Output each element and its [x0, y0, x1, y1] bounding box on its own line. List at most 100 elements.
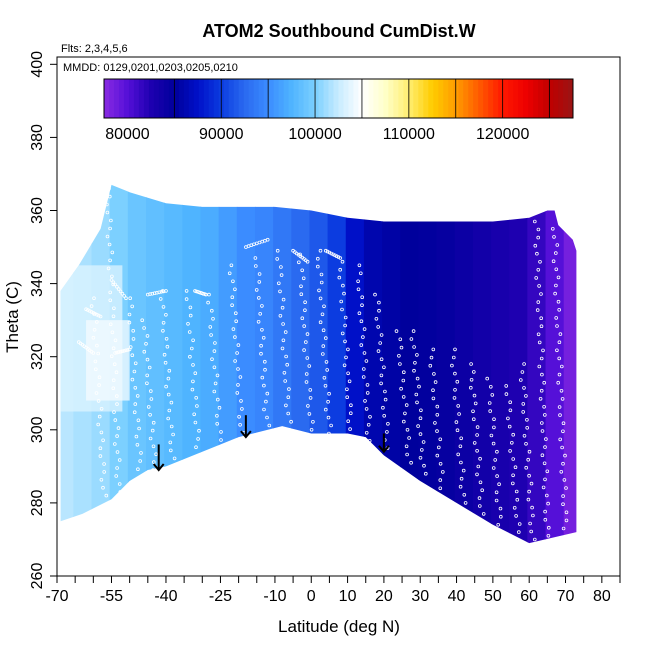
field-column — [164, 57, 183, 576]
x-tick-label: -25 — [209, 588, 232, 605]
colorbar-tick-label: 80000 — [105, 126, 150, 143]
colorbar-swatch — [418, 79, 423, 118]
x-tick-label: 40 — [448, 588, 466, 605]
profile-point — [152, 469, 155, 472]
x-tick-label: -10 — [263, 588, 286, 605]
colorbar-swatch — [109, 79, 114, 118]
colorbar-swatch — [503, 79, 508, 118]
profile-point — [197, 454, 200, 457]
colorbar-swatch — [104, 79, 109, 118]
y-tick-label: 320 — [29, 343, 46, 370]
colorbar-swatch — [209, 79, 214, 118]
colorbar-swatch — [319, 79, 324, 118]
colorbar-swatch — [234, 79, 239, 118]
colorbar-swatch — [144, 79, 149, 118]
y-tick-label: 300 — [29, 416, 46, 443]
colorbar-swatch — [229, 79, 234, 118]
colorbar-swatch — [214, 79, 219, 118]
colorbar-swatch — [558, 79, 563, 118]
field-column — [546, 57, 565, 576]
colorbar-swatch — [433, 79, 438, 118]
colorbar-swatch — [383, 79, 388, 118]
profile-point — [288, 428, 291, 431]
colorbar-swatch — [294, 79, 299, 118]
colorbar-swatch — [378, 79, 383, 118]
colorbar-swatch — [428, 79, 433, 118]
colorbar-swatch — [304, 79, 309, 118]
colorbar-swatch — [224, 79, 229, 118]
colorbar: 80000 90000 100000 110000 120000 — [104, 79, 574, 143]
colorbar-swatch — [473, 79, 478, 118]
colorbar-swatch — [543, 79, 548, 118]
colorbar-swatch — [523, 79, 528, 118]
colorbar-swatch — [353, 79, 358, 118]
dates-annotation: MMDD: 0129,0201,0203,0205,0210 — [63, 62, 238, 74]
colorbar-swatch — [244, 79, 249, 118]
colorbar-tick-label: 90000 — [199, 126, 244, 143]
profile-point — [265, 432, 268, 435]
x-tick-label: 60 — [520, 588, 538, 605]
colorbar-swatch — [164, 79, 169, 118]
y-tick-label: 380 — [29, 124, 46, 151]
colorbar-swatch — [314, 79, 319, 118]
chart-title: ATOM2 Southbound CumDist.W — [202, 21, 475, 41]
profile-point — [173, 465, 176, 468]
y-tick-label: 360 — [29, 197, 46, 224]
colorbar-swatch — [274, 79, 279, 118]
colorbar-swatch — [159, 79, 164, 118]
colorbar-swatch — [334, 79, 339, 118]
colorbar-swatch — [184, 79, 189, 118]
colorbar-swatch — [204, 79, 209, 118]
x-tick-label: 70 — [557, 588, 575, 605]
colorbar-swatch — [538, 79, 543, 118]
colorbar-swatch — [309, 79, 314, 118]
flights-annotation: Flts: 2,3,4,5,6 — [61, 43, 128, 55]
x-axis-label: Latitude (deg N) — [278, 617, 400, 636]
colorbar-swatch — [493, 79, 498, 118]
x-axis: -70 -55 -40 -25 -10 0 10 20 30 40 50 60 70 80 — [45, 576, 620, 605]
x-tick-label: 80 — [593, 588, 611, 605]
colorbar-swatch — [368, 79, 373, 118]
x-tick-label: -40 — [154, 588, 177, 605]
colorbar-swatch — [199, 79, 204, 118]
colorbar-swatch — [284, 79, 289, 118]
colorbar-swatch — [393, 79, 398, 118]
profile-point — [217, 447, 220, 450]
profile-point — [352, 436, 355, 439]
colorbar-swatch — [339, 79, 344, 118]
y-tick-label: 340 — [29, 270, 46, 297]
colorbar-swatch — [463, 79, 468, 118]
y-tick-label: 260 — [29, 563, 46, 590]
colorbar-swatch — [129, 79, 134, 118]
field-patch — [86, 320, 130, 400]
colorbar-swatch — [373, 79, 378, 118]
colorbar-swatch — [149, 79, 154, 118]
field-column — [346, 57, 365, 576]
colorbar-tick-label: 110000 — [383, 126, 435, 143]
x-tick-label: 10 — [339, 588, 357, 605]
field-column — [437, 57, 456, 576]
colorbar-tick-label: 100000 — [288, 126, 341, 143]
colorbar-swatch — [299, 79, 304, 118]
colorbar-swatch — [348, 79, 353, 118]
field-column — [364, 57, 383, 576]
x-tick-label: 0 — [307, 588, 316, 605]
colorbar-swatch — [388, 79, 393, 118]
colorbar-swatch — [124, 79, 129, 118]
y-tick-label: 400 — [29, 51, 46, 78]
field-column — [564, 57, 585, 576]
colorbar-swatch — [249, 79, 254, 118]
colorbar-swatch — [443, 79, 448, 118]
colorbar-swatch — [139, 79, 144, 118]
colorbar-swatch — [553, 79, 558, 118]
colorbar-swatch — [513, 79, 518, 118]
colorbar-swatch — [533, 79, 538, 118]
profile-point — [108, 187, 111, 190]
x-tick-label: 20 — [375, 588, 393, 605]
colorbar-swatch — [329, 79, 334, 118]
colorbar-swatch — [483, 79, 488, 118]
y-axis-label: Theta (C) — [3, 281, 22, 353]
colorbar-swatch — [119, 79, 124, 118]
field-column — [455, 57, 474, 576]
colorbar-swatch — [548, 79, 553, 118]
